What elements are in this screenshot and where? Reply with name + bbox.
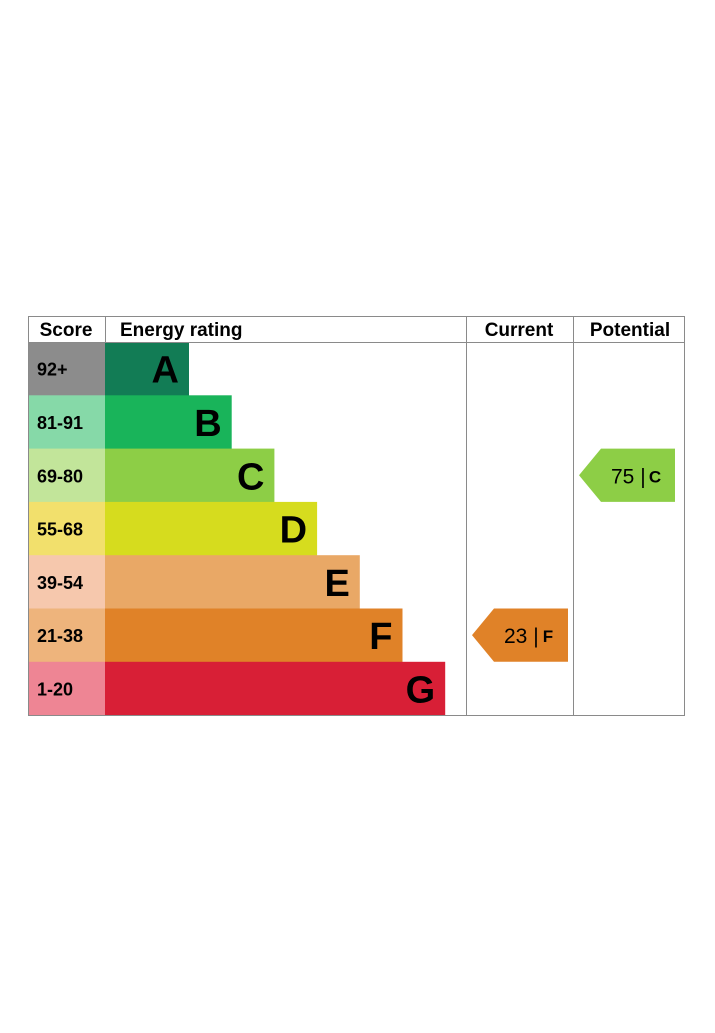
score-label-e: 39-54: [37, 573, 83, 593]
rating-letter-d: D: [280, 510, 307, 552]
score-cell-f: [28, 608, 105, 663]
score-cell-g: [28, 661, 105, 716]
score-label-a: 92+: [37, 360, 68, 380]
rating-bar-d: [105, 501, 318, 556]
score-cell-d: [28, 501, 105, 556]
rating-letter-f: F: [369, 616, 392, 658]
score-cell-a: [28, 342, 105, 396]
current-rating-value: 23 |: [504, 625, 539, 648]
score-label-d: 55-68: [37, 520, 83, 540]
score-label-g: 1-20: [37, 679, 73, 699]
rating-bar-g: [105, 661, 446, 716]
header-current: Current: [485, 320, 554, 341]
table-border: [28, 316, 685, 716]
rating-letter-b: B: [194, 403, 221, 445]
potential-rating-letter: C: [649, 467, 661, 486]
score-label-f: 21-38: [37, 626, 83, 646]
rating-letter-a: A: [152, 350, 179, 392]
score-cell-c: [28, 448, 105, 503]
rating-letter-e: E: [324, 563, 349, 605]
score-cell-b: [28, 395, 105, 450]
rating-letter-c: C: [237, 456, 264, 498]
rating-bar-a: [105, 342, 189, 396]
rating-bar-f: [105, 608, 403, 663]
rating-bar-c: [105, 448, 275, 503]
header-potential: Potential: [590, 320, 670, 341]
potential-rating-value: 75 |: [611, 465, 646, 488]
score-cell-e: [28, 555, 105, 609]
rating-bar-e: [105, 555, 360, 609]
rating-bands: 92+ A 81-91 B 69-80 C 55-68 D 39-54 E 21-38 F 1-20 G: [28, 342, 446, 716]
header-energy-rating: Energy rating: [120, 320, 242, 341]
current-rating-arrow: [472, 608, 568, 662]
score-label-c: 69-80: [37, 466, 83, 486]
rating-letter-g: G: [406, 669, 436, 711]
header-score: Score: [40, 320, 93, 341]
potential-rating-arrow: [579, 448, 675, 502]
rating-bar-b: [105, 395, 232, 450]
table-grid: [28, 316, 685, 716]
score-label-b: 81-91: [37, 413, 83, 433]
rating-indicators: 23 | F 75 | C: [472, 448, 675, 662]
current-rating-letter: F: [543, 627, 553, 646]
